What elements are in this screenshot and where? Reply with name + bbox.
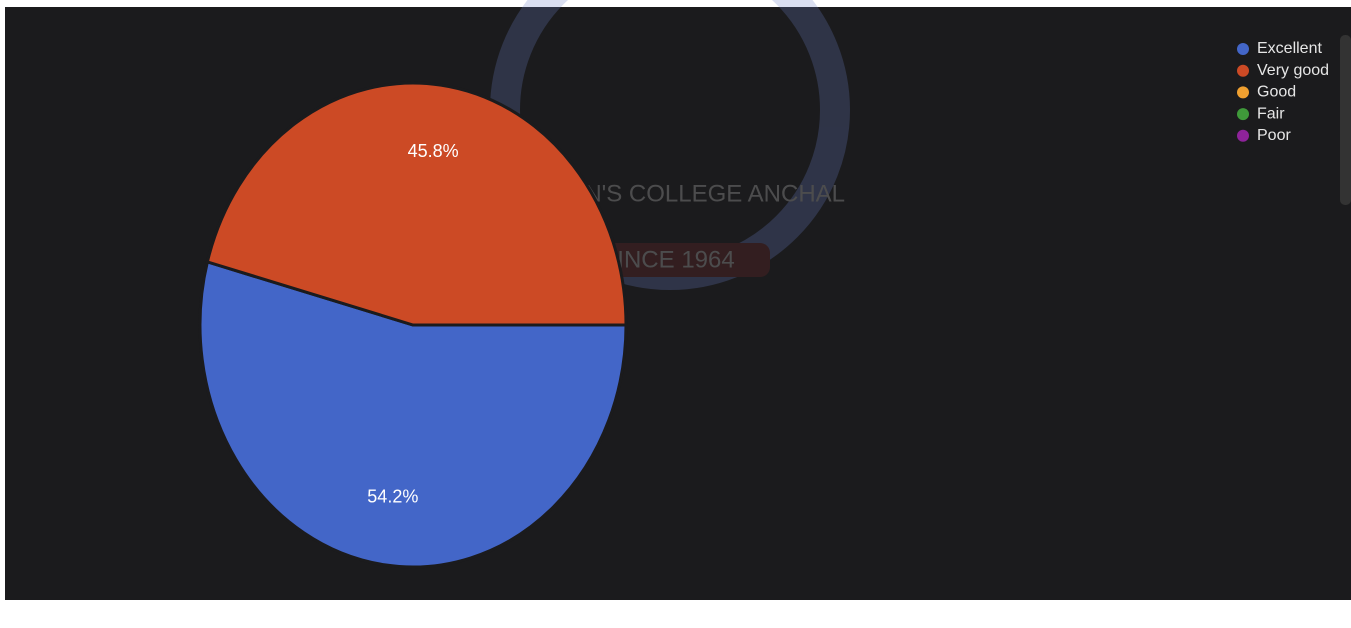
legend-label: Good [1257, 84, 1296, 101]
slice-label: 54.2% [367, 486, 418, 506]
legend-label: Excellent [1257, 40, 1322, 57]
legend-label: Very good [1257, 62, 1329, 79]
legend-marker [1237, 86, 1249, 99]
watermark-text: SINCE 1964 [601, 246, 734, 273]
legend-marker [1237, 64, 1249, 77]
legend-label: Fair [1257, 105, 1285, 122]
legend-marker [1237, 43, 1249, 55]
legend-marker [1237, 108, 1249, 121]
pie-slice [198, 259, 628, 569]
scrollbar[interactable] [1340, 35, 1351, 205]
pie-slice [205, 81, 628, 327]
slice-label: 45.8% [408, 141, 459, 161]
legend-label: Poor [1257, 127, 1291, 144]
legend-marker [1237, 129, 1249, 142]
